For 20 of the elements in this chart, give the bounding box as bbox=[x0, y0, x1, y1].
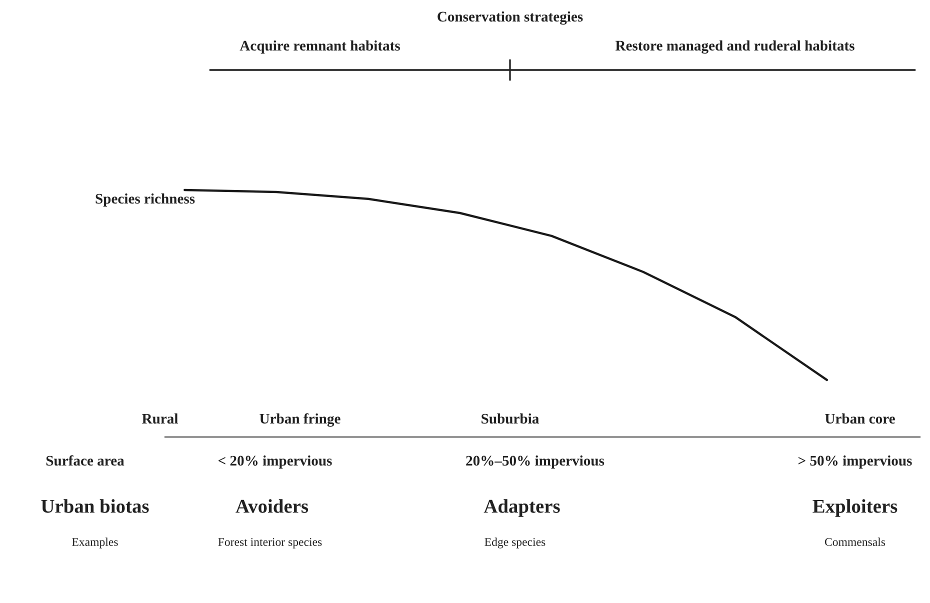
chart-title: Conservation strategies bbox=[438, 11, 583, 25]
text: Surface area bbox=[46, 455, 124, 466]
y-axis-title: Species richness bbox=[96, 193, 195, 207]
annotation: Rural bbox=[142, 413, 178, 424]
text: Adapters bbox=[484, 499, 560, 517]
text: 20%–50% impervious bbox=[466, 455, 604, 469]
text: Exploiters bbox=[812, 499, 898, 517]
text: Acquire remnant habitats bbox=[240, 40, 400, 54]
text: Avoiders bbox=[236, 499, 308, 513]
text: Restore managed and ruderal habitats bbox=[615, 40, 854, 54]
annotation: Urban core bbox=[825, 413, 895, 424]
annotation: Urban fringe bbox=[260, 413, 340, 427]
text: < 20% impervious bbox=[218, 455, 332, 469]
text: Examples bbox=[72, 538, 118, 548]
text: > 50% impervious bbox=[798, 455, 912, 469]
annotation: Suburbia bbox=[482, 413, 539, 424]
text: Commensals bbox=[824, 538, 886, 546]
text: Edge species bbox=[484, 538, 546, 548]
text: Forest interior species bbox=[218, 538, 322, 548]
text: Urban biotas bbox=[41, 499, 149, 513]
